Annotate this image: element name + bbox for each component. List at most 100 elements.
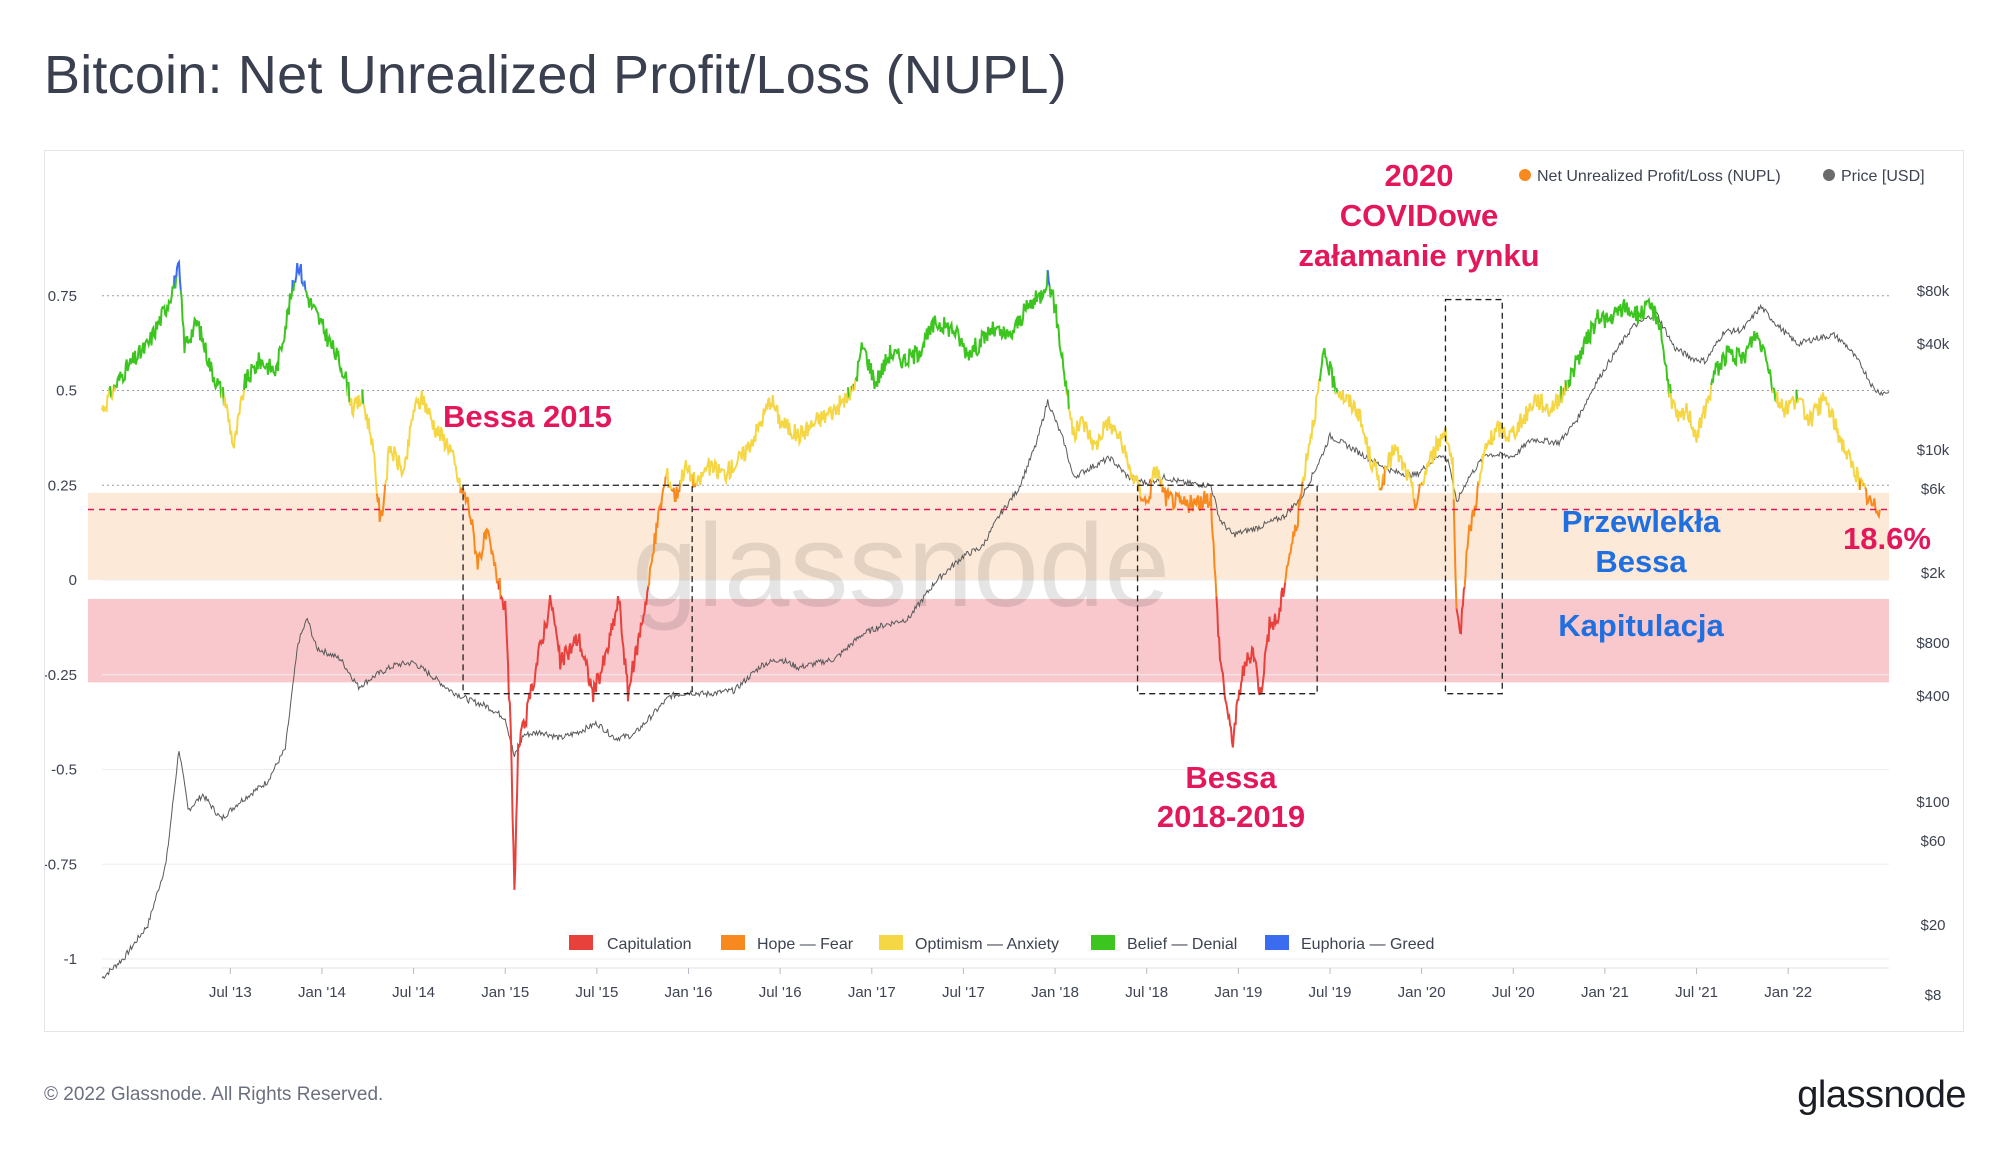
y-right-tick-label: $80k [1917, 283, 1950, 300]
y-right-tick-label: $20 [1920, 917, 1945, 934]
legend-optimism-swatch [879, 935, 903, 950]
nupl-segment [498, 578, 502, 600]
nupl-segment [222, 389, 245, 449]
nupl-segment [499, 586, 650, 890]
nupl-segment [1567, 296, 1671, 398]
x-tick-label: Jan '19 [1214, 984, 1262, 1001]
price-series [101, 303, 1890, 980]
nupl-segment [670, 479, 682, 503]
x-tick-label: Jul '20 [1492, 984, 1535, 1001]
x-tick-label: Jul '17 [942, 984, 985, 1001]
y-right-tick-label: $8 [1925, 987, 1942, 1004]
x-axis-ticks: Jul '13 Jan '14 Jul '14 Jan '15 Jul '15 Jan '… [102, 967, 1889, 1001]
nupl-segment [108, 385, 113, 398]
y-left-tick-label: -0.75 [45, 856, 77, 873]
y-right-tick-label: $10k [1917, 442, 1950, 459]
nupl-segment [1067, 408, 1140, 492]
legend-hope-swatch [721, 935, 745, 950]
legend-nupl-label: Net Unrealized Profit/Loss (NUPL) [1537, 168, 1781, 185]
legend-bottom: Capitulation Hope — Fear Optimism — Anxi… [569, 935, 1434, 953]
nupl-segment [348, 389, 364, 420]
x-tick-label: Jul '21 [1675, 984, 1718, 1001]
legend-nupl-dot [1519, 169, 1531, 181]
nupl-segment [175, 259, 182, 291]
legend-capitulation-swatch [569, 935, 593, 950]
annotation-box [1136, 484, 1318, 695]
nupl-segment [1421, 427, 1455, 500]
nupl-segment [459, 487, 500, 590]
brand-logo[interactable]: glassnode [1797, 1074, 1966, 1116]
y-right-tick-label: $2k [1921, 565, 1946, 582]
nupl-segment [1378, 473, 1385, 491]
nupl-segment [1284, 481, 1304, 583]
nupl-segment [1046, 270, 1051, 287]
nupl-segment [664, 467, 670, 488]
x-tick-label: Jul '14 [392, 984, 435, 1001]
y-right-tick-label: $800 [1916, 635, 1949, 652]
nupl-segment [847, 387, 850, 398]
grid-lines [102, 295, 1889, 960]
x-tick-label: Jan '22 [1764, 984, 1812, 1001]
nupl-segment [114, 275, 176, 389]
legend-optimism-label: Optimism — Anxiety [915, 936, 1059, 953]
nupl-segment [1669, 384, 1672, 394]
nupl-segment [847, 385, 853, 401]
nupl-segment [854, 270, 1049, 390]
nupl-segment [1864, 486, 1881, 520]
legend-belief-swatch [1091, 935, 1115, 950]
annotation-bessa-2018-line2: 2018-2019 [1157, 799, 1305, 834]
nupl-segment [1318, 347, 1337, 395]
nupl-segment [667, 484, 671, 488]
legend-price-label: Price [USD] [1841, 168, 1925, 185]
y-left-tick-label: 0 [69, 572, 77, 589]
x-tick-label: Jul '15 [575, 984, 618, 1001]
annotation-covid-line3: załamanie rynku [1298, 238, 1539, 273]
nupl-segment [1452, 499, 1458, 609]
nupl-segment [304, 289, 349, 397]
annotation-box [462, 484, 693, 695]
nupl-series [101, 259, 1881, 890]
x-tick-label: Jan '17 [848, 984, 896, 1001]
nupl-chart: glassnode 0.75 0.5 0.25 0 -0.25 -0.5 -0.75 -1 $… [45, 158, 1950, 1004]
watermark: glassnode [632, 500, 1170, 632]
annotation-kapitulacja: Kapitulacja [1558, 608, 1724, 643]
nupl-segment [1774, 389, 1798, 418]
nupl-segment [1669, 384, 1713, 443]
nupl-segment [101, 389, 111, 413]
nupl-segment [1336, 390, 1381, 491]
nupl-segment [243, 280, 294, 390]
nupl-segment [1796, 392, 1861, 491]
nupl-segment [1477, 385, 1562, 487]
legend-capitulation-label: Capitulation [607, 936, 692, 953]
annotation-box [1444, 298, 1503, 695]
nupl-segment [1710, 331, 1774, 394]
y-left-tick-label: -0.25 [45, 667, 77, 684]
nupl-segment [375, 484, 387, 523]
nupl-segment [853, 379, 857, 391]
nupl-segment [679, 460, 695, 488]
x-tick-label: Jan '21 [1581, 984, 1629, 1001]
nupl-segment [1335, 387, 1339, 393]
nupl-segment [292, 280, 296, 292]
nupl-segment [1301, 379, 1320, 482]
nupl-segment [1215, 582, 1287, 748]
nupl-segment [668, 480, 673, 491]
y-right-tick-label: $60 [1920, 833, 1945, 850]
nupl-segment [1455, 586, 1466, 635]
nupl-segment [647, 476, 667, 588]
annotation-bessa-2015: Bessa 2015 [443, 399, 612, 434]
nupl-segment [1463, 480, 1480, 587]
nupl-segment [1066, 389, 1070, 409]
nupl-segment [1772, 387, 1777, 402]
annotation-boxes [462, 298, 1503, 695]
nupl-segment [695, 387, 849, 487]
nupl-segment [1863, 482, 1867, 488]
legend-euphoria-swatch [1265, 935, 1289, 950]
nupl-segment [1384, 444, 1415, 500]
annotation-current-value: 18.6% [1843, 521, 1931, 556]
nupl-segment [347, 381, 351, 403]
y-right-tick-label: $40k [1917, 336, 1950, 353]
price-line [101, 303, 1890, 980]
nupl-segment [293, 262, 305, 287]
annotation-przewlekla-line2: Bessa [1595, 544, 1687, 579]
